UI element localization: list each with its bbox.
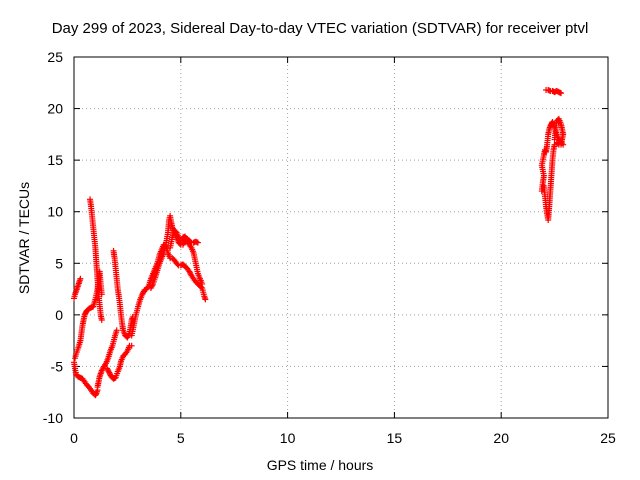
y-tick-label: 5 bbox=[55, 255, 63, 271]
x-tick-label: 5 bbox=[177, 430, 185, 446]
data-series-segment-1 bbox=[71, 275, 84, 302]
chart-title: Day 299 of 2023, Sidereal Day-to-day VTE… bbox=[51, 20, 589, 37]
data-point bbox=[554, 140, 561, 147]
data-series-segment-8 bbox=[128, 241, 209, 339]
x-tick-label: 20 bbox=[493, 430, 509, 446]
data-point bbox=[77, 275, 84, 282]
y-tick-label: 25 bbox=[47, 49, 63, 65]
x-tick-label: 15 bbox=[387, 430, 403, 446]
x-tick-label: 10 bbox=[280, 430, 296, 446]
data-point bbox=[149, 282, 156, 289]
y-tick-label: 15 bbox=[47, 152, 63, 168]
y-tick-label: -10 bbox=[43, 410, 63, 426]
data-point bbox=[98, 317, 105, 324]
data-series-segment-12 bbox=[540, 141, 558, 223]
y-tick-label: -5 bbox=[51, 358, 64, 374]
data-series-segment-10 bbox=[167, 227, 201, 251]
data-series-segment-5 bbox=[94, 327, 120, 391]
plot-frame bbox=[73, 56, 609, 419]
data-series-segment-6 bbox=[104, 342, 135, 382]
data-point bbox=[113, 327, 120, 334]
y-tick-label: 10 bbox=[47, 204, 63, 220]
y-tick-label: 0 bbox=[55, 307, 63, 323]
data-point bbox=[125, 331, 132, 338]
data-point bbox=[558, 90, 565, 97]
y-axis-label: SDTVAR / TECUs bbox=[16, 181, 32, 295]
data-series-segment-2 bbox=[71, 359, 101, 399]
data-series-segment-4 bbox=[87, 196, 105, 324]
data-series-segment-13 bbox=[551, 115, 567, 148]
x-axis-label: GPS time / hours bbox=[266, 457, 374, 473]
data-point bbox=[553, 139, 560, 146]
x-tick-label: 25 bbox=[600, 430, 616, 446]
x-tick-label: 0 bbox=[70, 430, 78, 446]
data-series-segment-14 bbox=[543, 87, 565, 97]
y-tick-label: 20 bbox=[47, 101, 63, 117]
data-point bbox=[128, 342, 135, 349]
data-point bbox=[194, 239, 201, 246]
data-point bbox=[199, 280, 206, 287]
data-point bbox=[202, 296, 209, 303]
